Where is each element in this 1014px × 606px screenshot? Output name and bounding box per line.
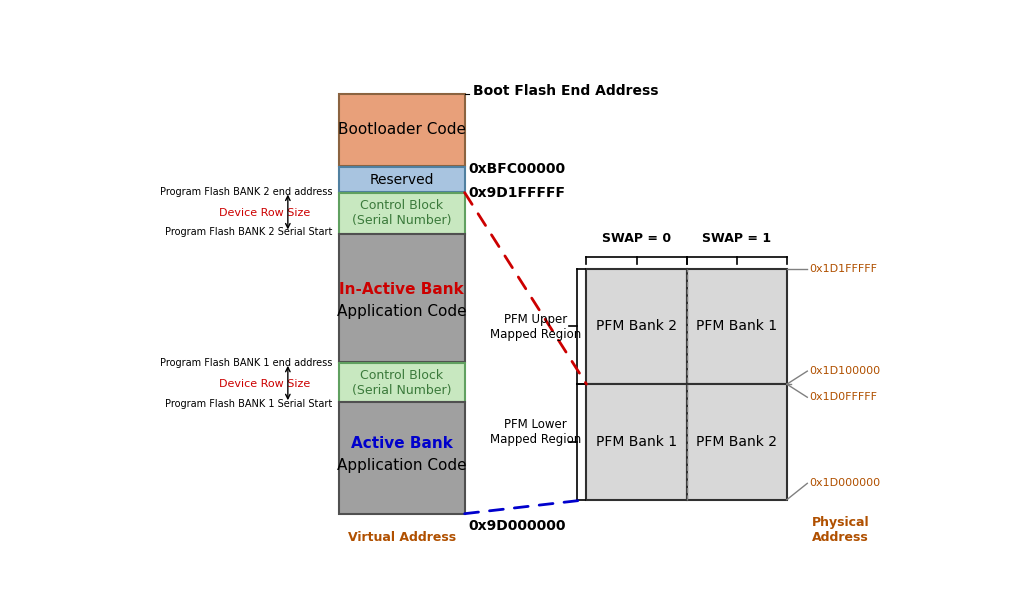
- Text: PFM Bank 2: PFM Bank 2: [697, 435, 778, 449]
- Bar: [339, 364, 464, 402]
- Text: Device Row Size: Device Row Size: [219, 379, 310, 389]
- Bar: [686, 384, 787, 500]
- Text: 0x1D0FFFFF: 0x1D0FFFFF: [809, 392, 877, 402]
- Text: Bootloader Code: Bootloader Code: [338, 122, 465, 138]
- Bar: [339, 193, 464, 234]
- Text: 0xBFC00000: 0xBFC00000: [468, 162, 566, 176]
- Text: PFM Bank 2: PFM Bank 2: [596, 319, 677, 333]
- Text: Program Flash BANK 2 end address: Program Flash BANK 2 end address: [160, 187, 333, 197]
- Bar: [586, 384, 686, 500]
- Text: Device Row Size: Device Row Size: [219, 208, 310, 218]
- Text: Program Flash BANK 2 Serial Start: Program Flash BANK 2 Serial Start: [165, 227, 333, 238]
- Text: Control Block
(Serial Number): Control Block (Serial Number): [352, 368, 451, 396]
- Text: Application Code: Application Code: [337, 304, 466, 319]
- Text: Virtual Address: Virtual Address: [348, 531, 456, 544]
- Text: SWAP = 1: SWAP = 1: [703, 232, 772, 245]
- Text: PFM Bank 1: PFM Bank 1: [596, 435, 677, 449]
- Bar: [586, 268, 686, 384]
- Bar: [339, 234, 464, 362]
- Text: Program Flash BANK 1 end address: Program Flash BANK 1 end address: [160, 358, 333, 368]
- Text: 0x9D1FFFFF: 0x9D1FFFFF: [468, 186, 566, 200]
- Text: PFM Lower
Mapped Region: PFM Lower Mapped Region: [490, 418, 581, 446]
- Text: Physical
Address: Physical Address: [811, 516, 869, 544]
- Text: Control Block
(Serial Number): Control Block (Serial Number): [352, 199, 451, 227]
- Text: Program Flash BANK 1 Serial Start: Program Flash BANK 1 Serial Start: [165, 399, 333, 409]
- Text: In-Active Bank: In-Active Bank: [340, 282, 464, 297]
- Text: 0x1D1FFFFF: 0x1D1FFFFF: [809, 264, 877, 274]
- Bar: [686, 268, 787, 384]
- Text: 0x9D000000: 0x9D000000: [468, 519, 566, 533]
- Text: PFM Upper
Mapped Region: PFM Upper Mapped Region: [490, 313, 581, 341]
- Text: SWAP = 0: SWAP = 0: [602, 232, 671, 245]
- Text: 0x1D000000: 0x1D000000: [809, 478, 880, 488]
- Text: Reserved: Reserved: [369, 173, 434, 187]
- Text: 0x1D100000: 0x1D100000: [809, 366, 880, 376]
- Text: Application Code: Application Code: [337, 458, 466, 473]
- Bar: [339, 94, 464, 166]
- Bar: [339, 167, 464, 191]
- Text: Active Bank: Active Bank: [351, 436, 452, 451]
- Text: Boot Flash End Address: Boot Flash End Address: [473, 84, 658, 98]
- Text: PFM Bank 1: PFM Bank 1: [697, 319, 778, 333]
- Bar: [339, 402, 464, 514]
